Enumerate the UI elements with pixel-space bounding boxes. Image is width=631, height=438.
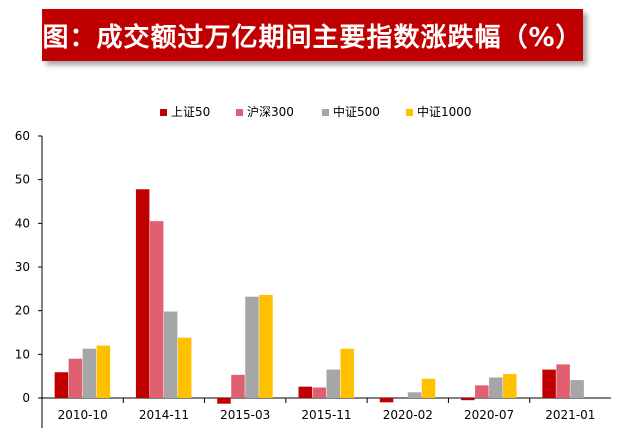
chart-area: 上证50 沪深300 中证500 中证1000 0 10 20 30 40 50 60 2010-10… — [0, 90, 631, 434]
bar — [245, 296, 259, 398]
bar — [475, 385, 489, 398]
bar — [298, 386, 312, 398]
bar — [542, 369, 556, 398]
bar — [556, 364, 570, 398]
bar — [217, 398, 231, 404]
y-tick-label: 30 — [15, 260, 30, 274]
chart-title: 图：成交额过万亿期间主要指数涨跌幅（%） — [42, 22, 583, 53]
legend-swatch — [322, 109, 329, 116]
legend-label: 上证50 — [171, 105, 210, 119]
bar — [326, 369, 340, 398]
bar — [340, 348, 354, 398]
y-tick-label: 10 — [15, 347, 30, 361]
y-tick-label: 20 — [15, 304, 30, 318]
bar — [461, 398, 475, 401]
legend-item: 中证500 — [322, 104, 380, 119]
legend-swatch — [406, 109, 413, 116]
bar — [177, 337, 192, 398]
bar — [407, 392, 422, 398]
x-tick-label: 2020-07 — [464, 408, 514, 422]
x-tick-label: 2021-01 — [545, 408, 595, 422]
x-tick-label: 2020-02 — [383, 408, 433, 422]
bar-chart: 上证50 沪深300 中证500 中证1000 0 10 20 30 40 50 60 2010-10… — [15, 104, 611, 428]
bar — [379, 398, 394, 403]
y-tick-label: 60 — [15, 129, 30, 143]
bar — [96, 345, 111, 398]
bar — [259, 294, 273, 398]
bar — [503, 373, 517, 398]
y-tick-label: 50 — [15, 173, 30, 187]
x-tick-label: 2014-11 — [139, 408, 189, 422]
legend-item: 中证1000 — [406, 104, 472, 119]
title-banner: 图：成交额过万亿期间主要指数涨跌幅（%） — [42, 9, 583, 61]
bar — [82, 348, 97, 398]
x-tick-label: 2010-10 — [58, 408, 108, 422]
y-tick-label: 0 — [22, 391, 30, 405]
legend-swatch — [236, 109, 243, 116]
bar — [54, 372, 69, 398]
x-tick-label: 2015-03 — [220, 408, 270, 422]
bar — [135, 189, 150, 398]
legend-label: 沪深300 — [247, 105, 294, 119]
bar — [231, 374, 245, 398]
bar — [68, 358, 83, 398]
y-tick-label: 40 — [15, 216, 30, 230]
x-tick-label: 2015-11 — [301, 408, 351, 422]
legend-label: 中证500 — [333, 104, 380, 119]
bar — [421, 378, 436, 398]
bar — [312, 387, 326, 398]
bar — [149, 221, 164, 398]
bar — [570, 380, 584, 398]
legend-item: 上证50 — [160, 105, 210, 119]
legend-swatch — [160, 109, 167, 116]
bar — [489, 377, 503, 398]
bar — [163, 311, 178, 398]
legend-item: 沪深300 — [236, 105, 294, 119]
legend-label: 中证1000 — [417, 104, 472, 119]
